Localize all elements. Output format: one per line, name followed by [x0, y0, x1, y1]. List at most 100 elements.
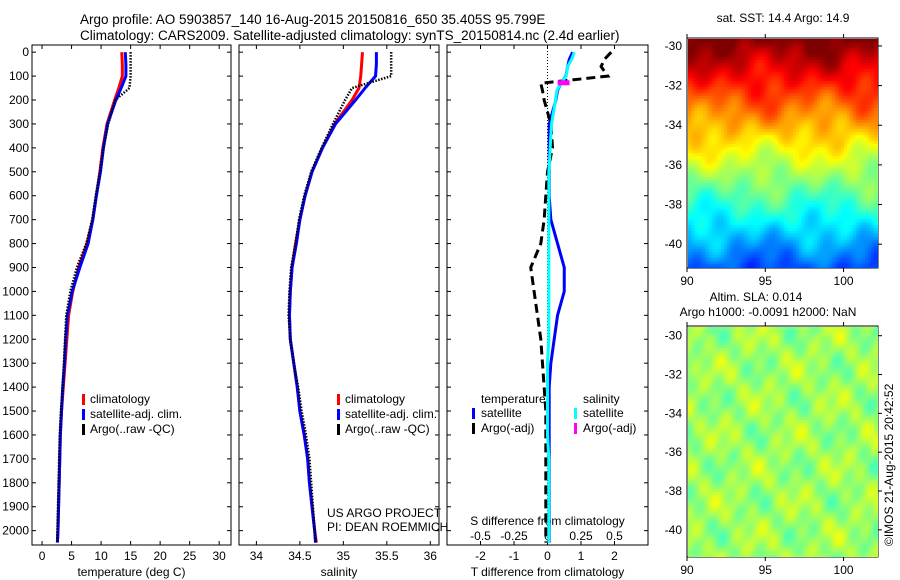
x-tick-label: 20	[153, 549, 167, 563]
x-tick-label: 15	[124, 549, 138, 563]
x-axis-label: T difference from climatology	[471, 565, 625, 579]
sla-map-frame	[686, 325, 879, 558]
lon-tick-label: 100	[834, 274, 854, 288]
lat-tick-label: -32	[665, 368, 683, 382]
imos-timestamp: ©IMOS 21-Aug-2015 20:42:52	[882, 383, 896, 546]
y-tick-label: 1000	[2, 284, 29, 298]
x-tick-label: 34.5	[288, 549, 312, 563]
series-climatology	[287, 52, 364, 543]
lat-tick-label: -34	[665, 406, 683, 420]
legend-label: climatology	[90, 392, 150, 406]
legend-label: Argo(-adj)	[481, 421, 534, 435]
legend-label: satellite-adj. clim.	[345, 407, 437, 421]
x-tick-label: 5	[68, 549, 75, 563]
lat-tick-label: -34	[665, 118, 683, 132]
y-tick-label: 1200	[2, 332, 29, 346]
lon-tick-label: 95	[759, 563, 773, 577]
x-axis-label: temperature (deg C)	[77, 565, 185, 579]
series-argo-raw-qc-	[56, 52, 132, 543]
legend-label: satellite	[583, 406, 624, 420]
y-tick-label: 100	[9, 69, 29, 83]
x-tick-label: 34	[250, 549, 264, 563]
legend-label: satellite	[481, 406, 522, 420]
s-tick-label: -0.5	[470, 529, 491, 543]
s-tick-label: 0.25	[569, 529, 593, 543]
sst-map-title: sat. SST: 14.4 Argo: 14.9	[717, 11, 850, 25]
y-tick-label: 1600	[2, 428, 29, 442]
sla-map-title: Altim. SLA: 0.014	[710, 290, 803, 304]
legend-swatch	[574, 423, 577, 434]
x-tick-label: 10	[94, 549, 108, 563]
sla-heatmap	[688, 327, 878, 557]
series-satellite-adj-clim-	[287, 52, 378, 543]
legend-swatch	[472, 423, 475, 434]
x-axis-label: salinity	[321, 565, 358, 579]
legend-label: climatology	[345, 392, 405, 406]
legend-swatch	[337, 394, 340, 405]
lon-tick-label: 90	[680, 274, 694, 288]
lat-tick-label: -40	[665, 237, 683, 251]
x-tick-label: 0	[544, 549, 551, 563]
x-tick-label: -1	[509, 549, 520, 563]
lat-tick-label: -40	[665, 523, 683, 537]
x-tick-label: 2	[611, 549, 618, 563]
y-tick-label: 900	[9, 260, 29, 274]
y-tick-label: 1300	[2, 356, 29, 370]
series-s-argo-adj-	[557, 80, 570, 86]
legend-swatch	[574, 408, 577, 419]
series-s-satellite	[546, 51, 576, 543]
legend-swatch	[82, 394, 85, 405]
figure-title-line1: Argo profile: AO 5903857_140 16-Aug-2015…	[80, 12, 545, 27]
y-tick-label: 1400	[2, 380, 29, 394]
lon-tick-label: 100	[834, 563, 854, 577]
temperature-panel: 0 5 10 15 20 25 300100200300400500600700800900…	[2, 44, 232, 579]
legend-label: Argo(..raw -QC)	[345, 422, 430, 436]
y-tick-label: 1700	[2, 452, 29, 466]
y-tick-label: 300	[9, 117, 29, 131]
sst-map-frame	[686, 37, 879, 269]
lon-tick-label: 90	[680, 563, 694, 577]
x-tick-label: 1	[578, 549, 585, 563]
legend-header: temperature	[481, 392, 546, 406]
lat-tick-label: -36	[665, 445, 683, 459]
x-tick-label: 35.5	[375, 549, 399, 563]
lat-tick-label: -30	[665, 39, 683, 53]
sst-heatmap	[688, 39, 878, 268]
y-tick-label: 1100	[3, 308, 29, 322]
lat-tick-label: -38	[665, 484, 683, 498]
y-tick-label: 700	[9, 213, 29, 227]
x-tick-label: 25	[183, 549, 197, 563]
y-tick-label: 0	[22, 45, 29, 59]
lat-tick-label: -36	[665, 158, 683, 172]
series-climatology	[55, 52, 124, 543]
lat-tick-label: -30	[665, 329, 683, 343]
salinity-panel: 34 34.5 35 35.5 36 salinity climatologysatelli…	[238, 44, 440, 579]
x-tick-label: 36	[424, 549, 438, 563]
legend-label: Argo(-adj)	[583, 421, 636, 435]
pi-credit: PI: DEAN ROEMMICH	[327, 520, 448, 534]
temperature-axes-frame	[31, 44, 232, 546]
sla-map-subtitle: Argo h1000: -0.0091 h2000: NaN	[680, 305, 857, 319]
s-tick-label: -0.25	[500, 529, 528, 543]
x-tick-label: 35	[337, 549, 351, 563]
salinity-axes-frame	[238, 44, 440, 546]
y-tick-label: 2000	[2, 524, 29, 538]
project-credit: US ARGO PROJECT	[327, 506, 442, 520]
legend-swatch	[337, 409, 340, 420]
x-tick-label: -2	[475, 549, 486, 563]
legend-swatch	[82, 409, 85, 420]
s-tick-label: 0.5	[606, 529, 623, 543]
legend-header: salinity	[583, 392, 620, 406]
y-tick-label: 200	[9, 93, 29, 107]
series-t-argo-adj-	[529, 51, 613, 543]
series-satellite-adj-clim-	[55, 52, 128, 543]
series-argo-raw-qc-	[287, 52, 393, 543]
legend-label: satellite-adj. clim.	[90, 407, 182, 421]
legend-swatch	[82, 424, 85, 435]
figure-title-line2: Climatology: CARS2009. Satellite-adjuste…	[80, 28, 620, 43]
sst-map-panel: 90 95 100 -30 -32 -34 -36 -38 -40 sat. SST: 14.4 …	[665, 11, 882, 288]
y-tick-label: 1500	[2, 404, 29, 418]
legend-swatch	[472, 408, 475, 419]
y-tick-label: 800	[9, 237, 29, 251]
